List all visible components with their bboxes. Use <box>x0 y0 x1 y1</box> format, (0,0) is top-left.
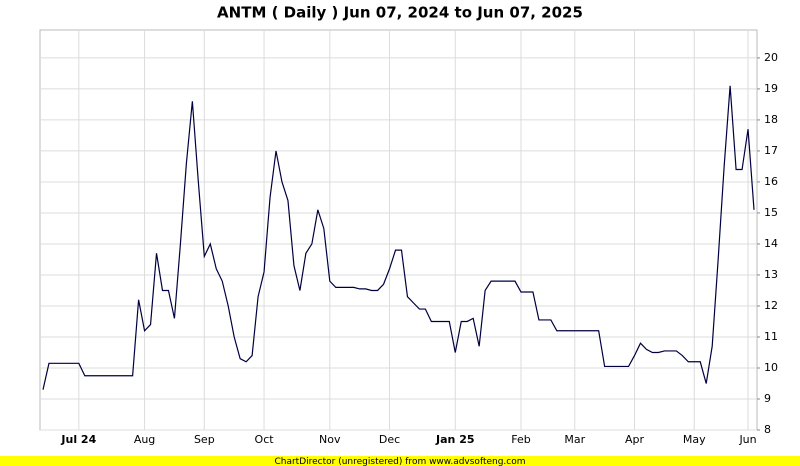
x-tick-label: Aug <box>134 433 155 446</box>
y-tick-label: 15 <box>764 206 778 219</box>
y-tick-label: 9 <box>764 392 771 405</box>
x-tick-label: Oct <box>255 433 275 446</box>
y-tick-label: 18 <box>764 113 778 126</box>
x-tick-label: Nov <box>319 433 341 446</box>
price-line <box>42 85 755 390</box>
y-tick-label: 12 <box>764 299 778 312</box>
x-tick-label: Sep <box>194 433 215 446</box>
y-tick-label: 19 <box>764 82 778 95</box>
y-tick-label: 14 <box>764 237 778 250</box>
x-tick-label: Mar <box>564 433 585 446</box>
footer-bar <box>0 456 800 466</box>
y-tick-label: 20 <box>764 51 778 64</box>
x-tick-label: Jan 25 <box>435 433 474 446</box>
plot-area <box>39 29 758 431</box>
chart-title: ANTM ( Daily ) Jun 07, 2024 to Jun 07, 2… <box>217 4 583 22</box>
y-tick-label: 17 <box>764 144 778 157</box>
x-tick-label: Jun <box>738 433 756 446</box>
x-tick-label: Jul 24 <box>60 433 96 446</box>
y-tick-label: 16 <box>764 175 778 188</box>
y-tick-label: 8 <box>764 423 771 436</box>
y-tick-label: 10 <box>764 361 778 374</box>
x-tick-label: May <box>683 433 706 446</box>
y-tick-label: 11 <box>764 330 778 343</box>
footer: ChartDirector (unregistered) from www.ad… <box>274 457 525 466</box>
y-tick-label: 13 <box>764 268 778 281</box>
x-tick-label: Apr <box>625 433 645 446</box>
x-tick-label: Dec <box>379 433 400 446</box>
x-tick-label: Feb <box>511 433 530 446</box>
